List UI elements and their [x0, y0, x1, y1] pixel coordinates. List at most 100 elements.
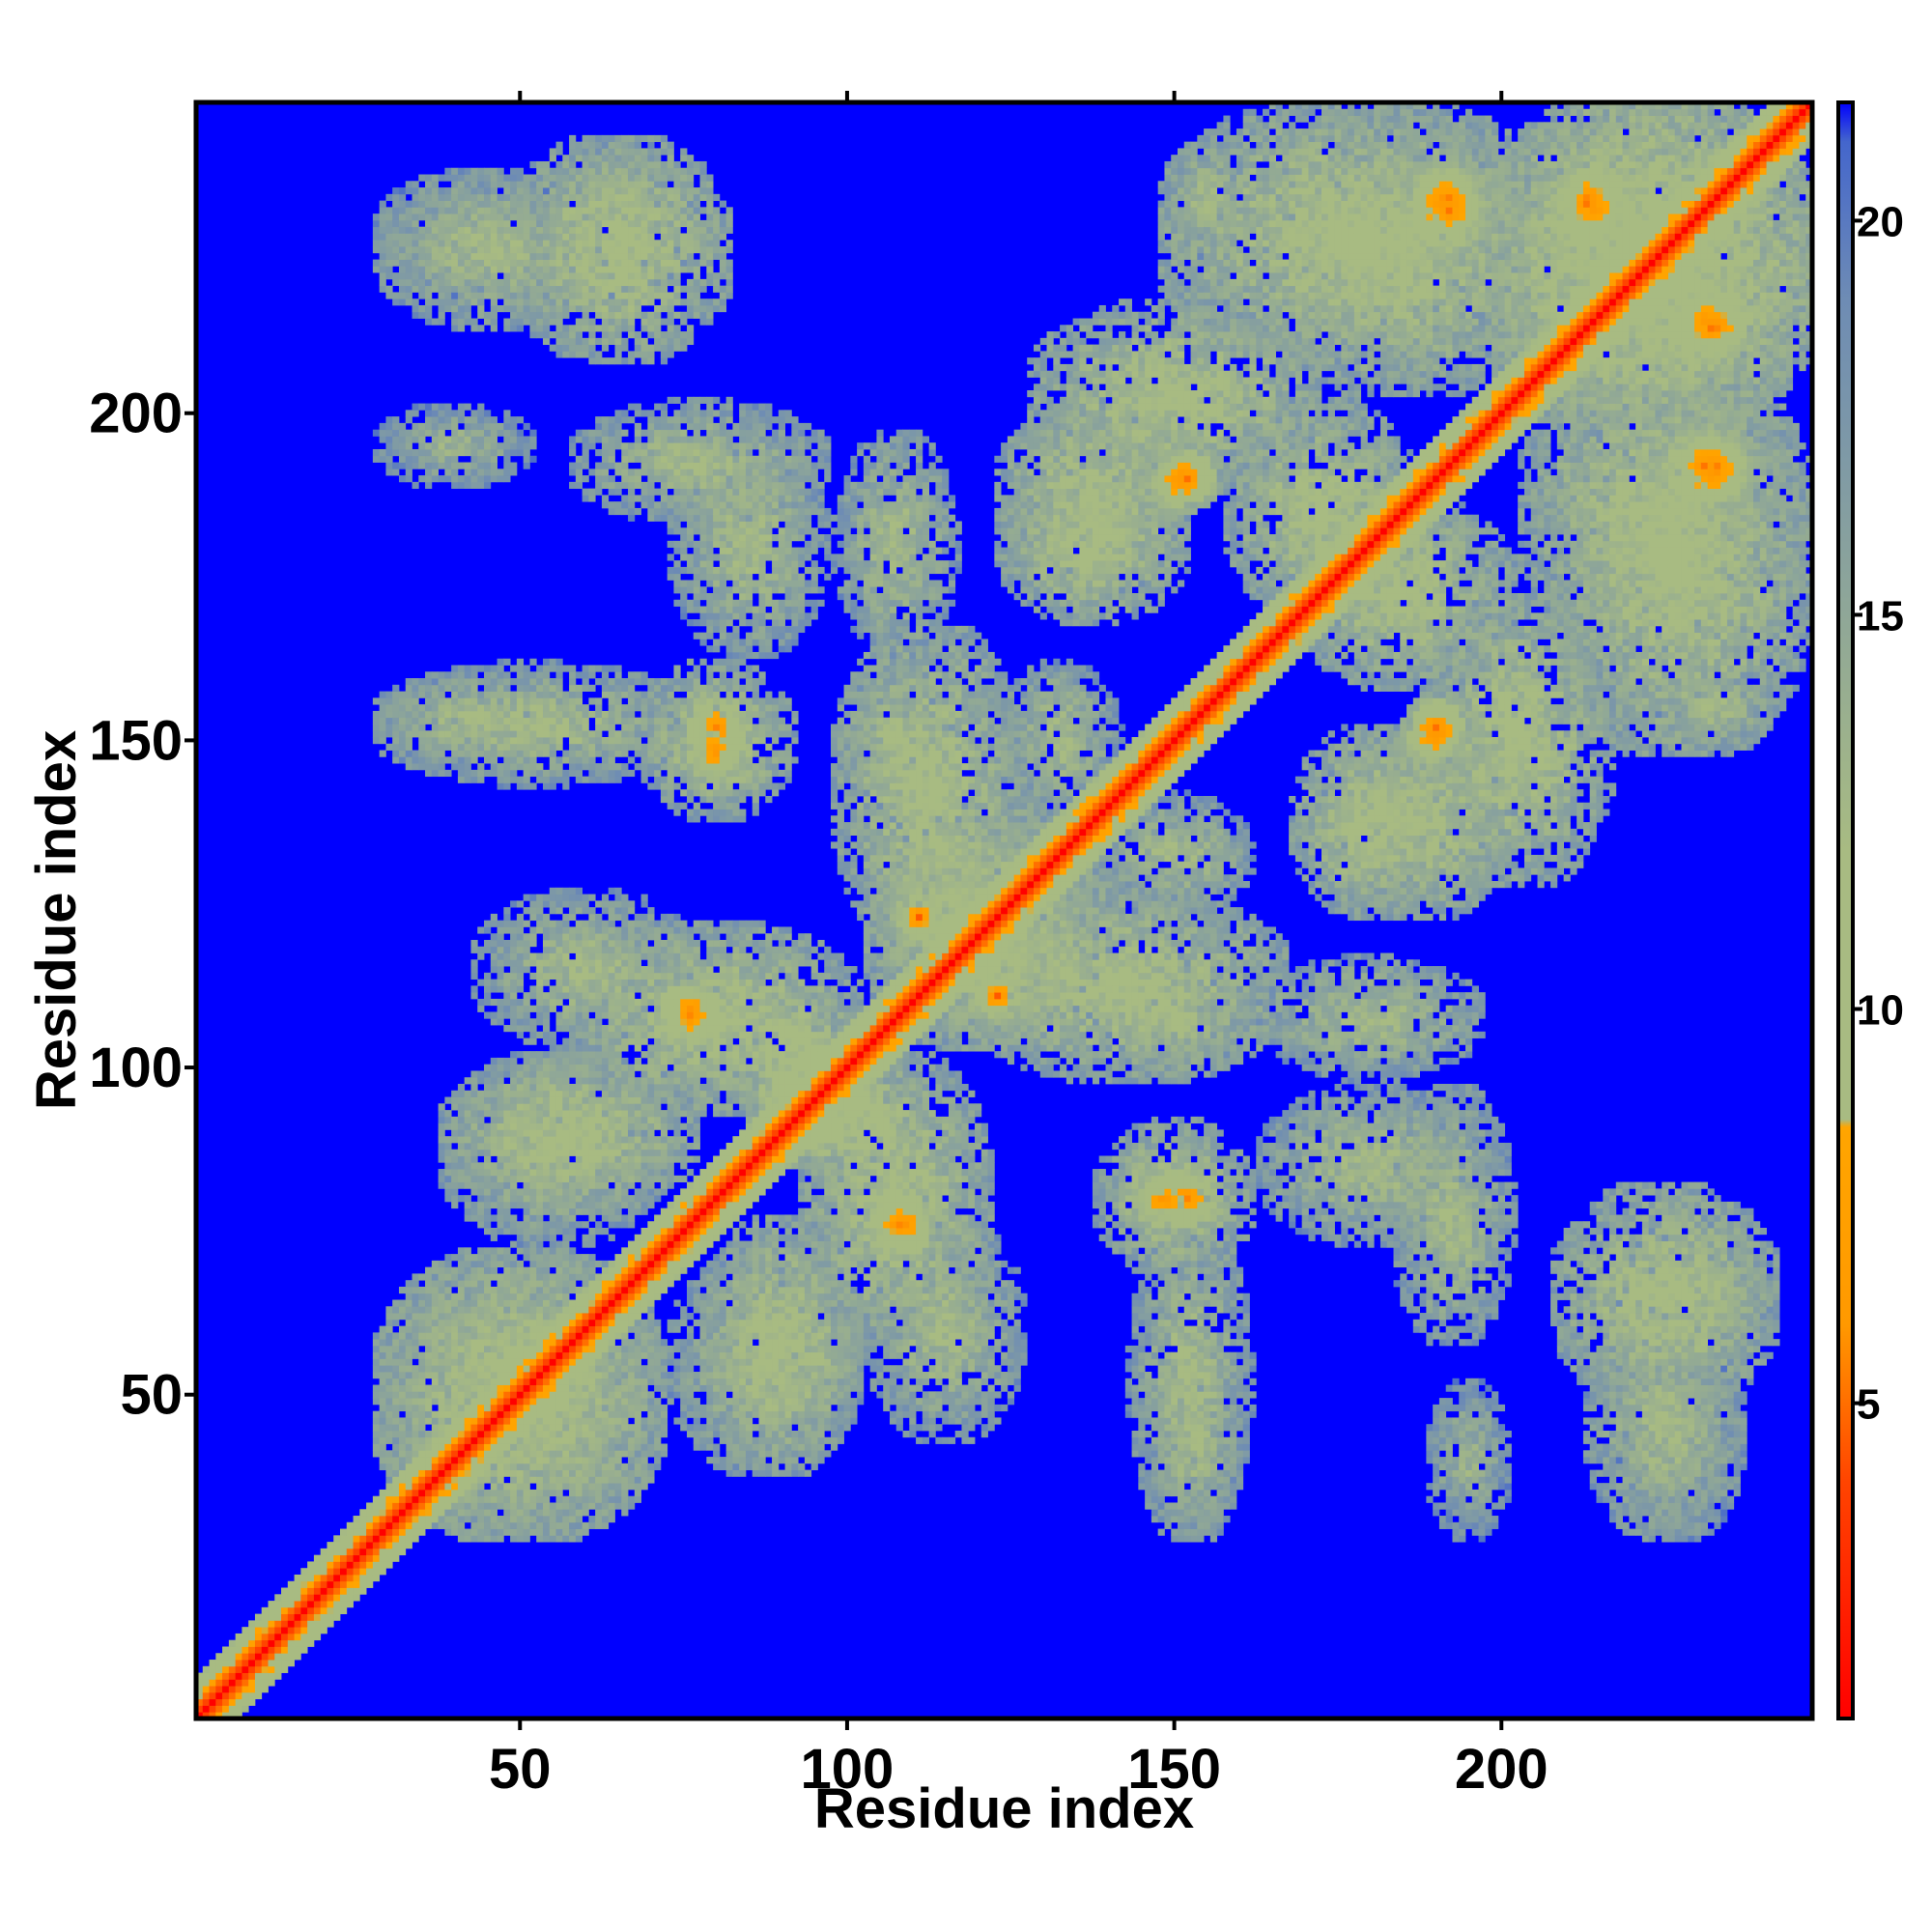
heatmap-cell: [465, 416, 471, 423]
heatmap-cell: [621, 338, 628, 345]
heatmap-cell: [432, 175, 439, 182]
heatmap-cell: [536, 1529, 543, 1536]
heatmap-cell: [380, 1496, 386, 1503]
heatmap-cell: [477, 1405, 484, 1411]
heatmap-cell: [588, 213, 595, 220]
heatmap-cell: [425, 1320, 432, 1326]
heatmap-cell: [609, 1097, 615, 1104]
heatmap-cell: [465, 240, 471, 246]
heatmap-cell: [451, 1372, 458, 1378]
heatmap-cell: [595, 770, 602, 777]
heatmap-cell: [406, 692, 412, 698]
heatmap-cell: [373, 1431, 380, 1437]
heatmap-cell: [536, 325, 543, 331]
heatmap-cell: [458, 1483, 465, 1490]
heatmap-cell: [556, 1011, 563, 1018]
heatmap-cell: [529, 161, 536, 168]
heatmap-cell: [333, 1588, 340, 1595]
heatmap-cell: [392, 1313, 399, 1320]
heatmap-cell: [458, 1123, 465, 1130]
heatmap-cell: [614, 187, 621, 194]
heatmap-cell: [366, 1581, 373, 1588]
heatmap-cell: [536, 671, 543, 678]
heatmap-cell: [582, 947, 589, 953]
heatmap-cell: [399, 442, 406, 449]
heatmap-cell: [621, 1346, 628, 1352]
heatmap-cell: [576, 1025, 582, 1032]
heatmap-cell: [491, 1496, 497, 1503]
heatmap-cell: [255, 1660, 262, 1666]
heatmap-cell: [444, 1450, 451, 1457]
heatmap-cell: [439, 456, 445, 463]
heatmap-cell: [602, 220, 609, 227]
heatmap-cell: [536, 1103, 543, 1110]
heatmap-cell: [562, 1320, 569, 1326]
heatmap-cell: [458, 1097, 465, 1104]
heatmap-cell: [556, 1306, 563, 1313]
heatmap-cell: [380, 1372, 386, 1378]
heatmap-cell: [576, 1326, 582, 1333]
heatmap-cell: [602, 947, 609, 953]
heatmap-cell: [536, 1156, 543, 1163]
heatmap-cell: [609, 1162, 615, 1169]
heatmap-cell: [451, 1502, 458, 1509]
heatmap-cell: [550, 704, 556, 711]
heatmap-cell: [595, 1025, 602, 1032]
heatmap-cell: [576, 319, 582, 326]
heatmap-cell: [418, 1490, 425, 1496]
heatmap-cell: [444, 1254, 451, 1261]
heatmap-cell: [477, 926, 484, 933]
heatmap-cell: [470, 449, 477, 456]
heatmap-cell: [536, 895, 543, 901]
heatmap-cell: [588, 319, 595, 326]
heatmap-cell: [465, 1431, 471, 1437]
heatmap-cell: [562, 1346, 569, 1352]
heatmap-cell: [491, 1182, 497, 1189]
heatmap-cell: [556, 659, 563, 666]
heatmap-cell: [529, 1267, 536, 1274]
heatmap-cell: [477, 1293, 484, 1300]
heatmap-cell: [517, 266, 524, 272]
heatmap-cell: [470, 1117, 477, 1123]
heatmap-cell: [621, 1424, 628, 1431]
heatmap-cell: [543, 1228, 550, 1235]
heatmap-cell: [524, 312, 530, 319]
heatmap-cell: [550, 999, 556, 1006]
heatmap-cell: [497, 220, 504, 227]
heatmap-cell: [497, 999, 504, 1006]
heatmap-cell: [392, 744, 399, 751]
heatmap-cell: [576, 1117, 582, 1123]
heatmap-cell: [582, 1437, 589, 1444]
heatmap-cell: [288, 1601, 295, 1607]
heatmap-cell: [470, 1208, 477, 1215]
heatmap-cell: [366, 1516, 373, 1522]
heatmap-cell: [432, 744, 439, 751]
heatmap-cell: [262, 1640, 269, 1647]
heatmap-cell: [465, 175, 471, 182]
heatmap-cell: [588, 685, 595, 692]
heatmap-cell: [373, 724, 380, 730]
heatmap-cell: [314, 1601, 321, 1607]
heatmap-cell: [444, 194, 451, 201]
heatmap-cell: [432, 194, 439, 201]
heatmap-cell: [354, 1594, 360, 1601]
heatmap-cell: [621, 1444, 628, 1451]
heatmap-cell: [536, 286, 543, 293]
heatmap-cell: [477, 999, 484, 1006]
heatmap-cell: [602, 1150, 609, 1156]
heatmap-cell: [470, 1169, 477, 1176]
heatmap-cell: [517, 201, 524, 208]
heatmap-cell: [543, 1470, 550, 1477]
heatmap-cell: [609, 1405, 615, 1411]
heatmap-cell: [576, 1490, 582, 1496]
heatmap-cell: [529, 1339, 536, 1346]
heatmap-cell: [497, 697, 504, 704]
heatmap-cell: [582, 1280, 589, 1287]
heatmap-cell: [588, 1280, 595, 1287]
heatmap-cell: [477, 1280, 484, 1287]
heatmap-cell: [451, 246, 458, 253]
heatmap-cell: [497, 737, 504, 744]
heatmap-cell: [569, 730, 576, 737]
heatmap-cell: [543, 1332, 550, 1339]
heatmap-cell: [595, 1188, 602, 1195]
